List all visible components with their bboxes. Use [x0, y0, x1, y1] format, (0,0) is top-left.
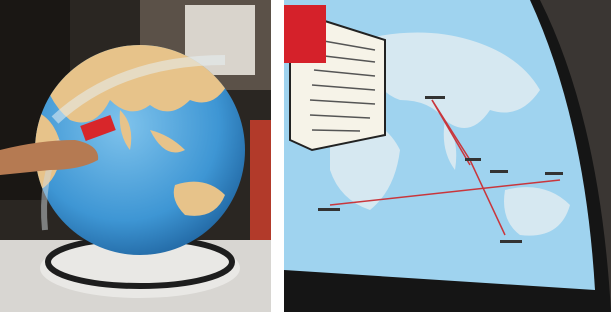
photo-pair [0, 0, 611, 312]
page: (() => { const data = JSON.parse(documen… [0, 0, 611, 312]
globe-photo [0, 0, 271, 312]
map-photo [284, 0, 611, 312]
